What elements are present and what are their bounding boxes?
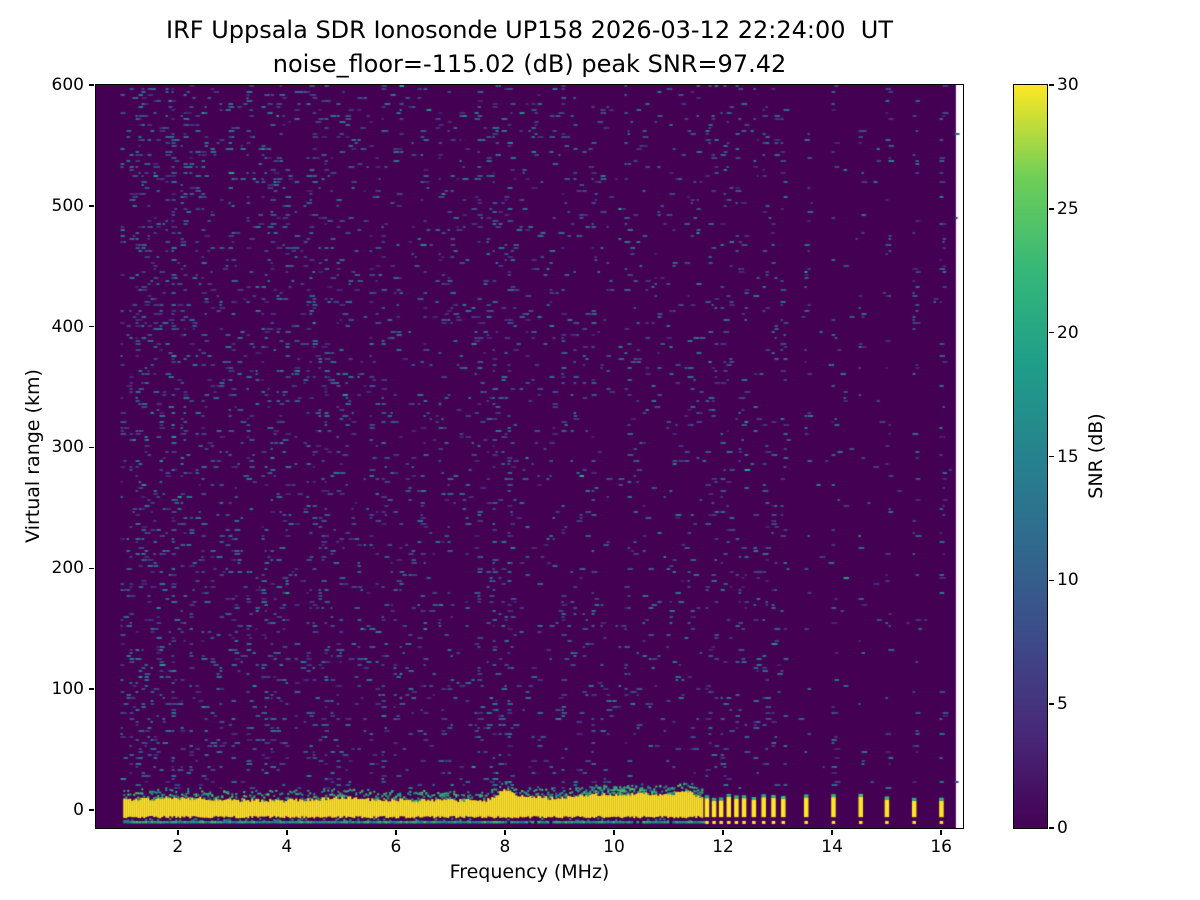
colorbar-tick-mark (1049, 331, 1054, 334)
chart-subtitle: noise_floor=-115.02 (dB) peak SNR=97.42 (272, 50, 787, 78)
x-tick-mark (177, 830, 179, 835)
colorbar-label: SNR (dB) (1085, 413, 1107, 499)
x-tick-mark (286, 830, 288, 835)
ionogram-heatmap (95, 84, 964, 829)
x-axis-label: Frequency (MHz) (449, 861, 610, 883)
x-tick-mark (831, 830, 833, 835)
y-tick-label: 300 (51, 437, 84, 458)
chart-title: IRF Uppsala SDR Ionosonde UP158 2026-03-… (166, 16, 893, 44)
y-tick-mark (89, 205, 94, 207)
x-tick-mark (722, 830, 724, 835)
colorbar-tick-label: 10 (1057, 570, 1079, 591)
x-tick-label: 4 (281, 837, 293, 857)
x-tick-label: 2 (172, 837, 184, 857)
x-tick-label: 8 (499, 837, 511, 857)
y-tick-mark (89, 325, 94, 328)
colorbar-tick-mark (1049, 455, 1054, 458)
x-tick-mark (940, 830, 942, 835)
y-tick-label: 0 (73, 799, 84, 820)
y-tick-label: 100 (51, 679, 84, 700)
y-tick-mark (89, 567, 94, 569)
x-tick-label: 10 (603, 837, 625, 857)
colorbar-tick-label: 15 (1057, 446, 1079, 467)
colorbar-tick-mark (1049, 579, 1054, 582)
y-tick-mark (89, 688, 94, 690)
x-tick-label: 14 (821, 837, 843, 857)
x-tick-mark (395, 830, 397, 835)
y-tick-label: 600 (51, 75, 84, 95)
colorbar-tick-mark (1049, 827, 1054, 829)
colorbar-tick-label: 20 (1057, 322, 1079, 343)
colorbar-tick-mark (1049, 84, 1054, 86)
x-tick-mark (504, 830, 506, 835)
colorbar (1013, 84, 1048, 829)
y-tick-mark (89, 84, 94, 86)
colorbar-tick-label: 5 (1057, 694, 1068, 715)
y-tick-label: 500 (51, 195, 84, 216)
colorbar-tick-label: 25 (1057, 198, 1079, 219)
x-tick-mark (613, 830, 615, 835)
x-tick-label: 16 (930, 837, 952, 857)
y-tick-label: 400 (51, 316, 84, 337)
colorbar-tick-label: 0 (1057, 818, 1068, 838)
y-tick-label: 200 (51, 558, 84, 579)
x-tick-label: 12 (712, 837, 734, 857)
x-tick-label: 6 (390, 837, 402, 857)
y-tick-mark (89, 446, 94, 449)
colorbar-tick-label: 30 (1057, 75, 1079, 95)
colorbar-tick-mark (1049, 703, 1054, 705)
colorbar-tick-mark (1049, 208, 1054, 210)
y-tick-mark (89, 809, 94, 811)
